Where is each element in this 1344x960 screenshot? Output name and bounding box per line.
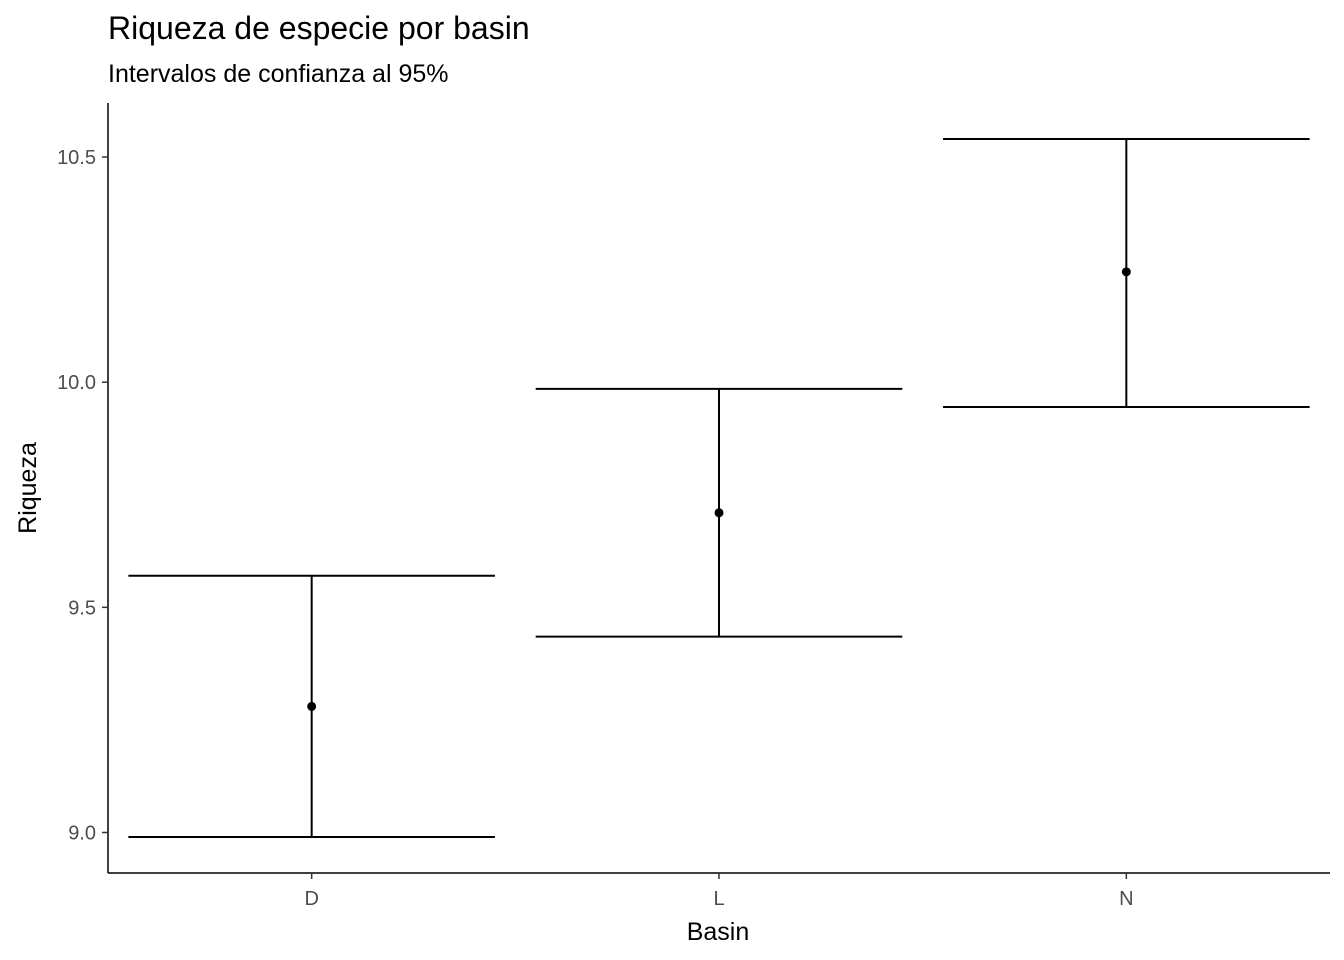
mean-point-D — [307, 701, 317, 711]
errorbar-marks — [128, 138, 1310, 838]
y-axis-title: Riqueza — [14, 442, 42, 534]
x-tick-label: L — [713, 888, 724, 910]
chart-title: Riqueza de especie por basin — [108, 10, 530, 46]
chart-subtitle: Intervalos de confianza al 95% — [108, 60, 449, 88]
y-tick-label: 9.0 — [68, 822, 96, 844]
x-tick-label: N — [1119, 888, 1133, 910]
y-tick-label: 10.0 — [57, 372, 96, 394]
y-tick-label: 9.5 — [68, 597, 96, 619]
mean-point-N — [1121, 267, 1131, 277]
x-axis-title: Basin — [687, 918, 750, 946]
y-ticks: 9.0 9.5 10.0 10.5 — [57, 147, 108, 844]
mean-point-L — [714, 508, 724, 518]
y-tick-label: 10.5 — [57, 147, 96, 169]
x-tick-label: D — [304, 888, 318, 910]
